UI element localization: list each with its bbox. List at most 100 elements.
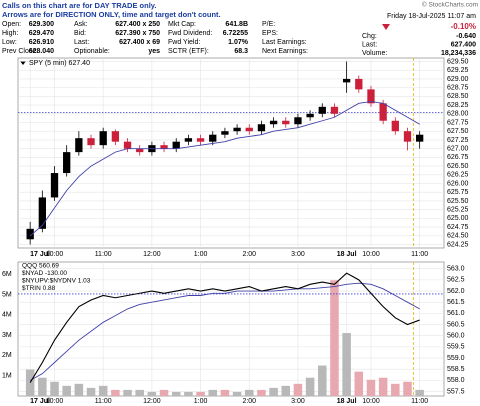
candle-body [50,173,59,198]
x-tick-label: 11:00 [411,251,428,258]
quote-label: Low: [2,39,17,46]
quote-label: Bid: [74,30,86,37]
date: Friday 18-Jul-2025 11:07 am [387,13,476,20]
x-tick-label: 1:00 [194,251,208,258]
volume-bar [25,369,35,396]
quote-value: 641.8B [225,21,248,28]
legend: $NYAD -130.00 [22,270,67,277]
quote-label: Fwd Yield: [168,39,200,46]
candle-body [75,138,83,153]
y-tick-label: 627.75 [447,119,469,126]
x-tick-label: 18 Jul [337,398,357,405]
summary-value: 18,234,336 [441,50,476,57]
ma-line [29,101,420,237]
y-tick-label: 562.0 [447,288,465,295]
y-tick-label: 629.25 [447,67,469,74]
y-tick-label: 625.75 [447,189,469,196]
x-tick-label: 10:00 [46,251,64,258]
x-tick-label: 3:00 [291,398,305,405]
candle-body [196,138,205,142]
quote-label: Prev Close: [2,48,38,55]
candle-body [87,138,95,146]
candle-body [257,124,266,132]
summary-label: Volume: [362,50,387,57]
candle-body [294,117,302,125]
volume-tick-label: 5M [2,291,12,298]
quote-label: Next Earnings: [262,48,308,55]
legend-icon [20,61,26,65]
volume-bar [196,391,205,396]
candle-body [136,148,144,153]
volume-bar [184,391,193,396]
quote-value: 629.470 [29,30,54,37]
quote-value: 627.400 x 69 [119,39,160,46]
legend: QQQ 560.69 [22,263,59,270]
volume-tick-label: 1M [2,373,12,380]
x-tick-label: 11:00 [95,398,112,405]
y-tick-label: 557.5 [447,388,465,395]
y-tick-label: 627.00 [447,145,469,152]
volume-bar [293,383,303,396]
volume-bar [318,365,327,396]
y-tick-label: 559.5 [447,344,465,351]
price-frame [17,57,445,249]
volume-bar [147,391,157,396]
volume-tick-label: 4M [2,312,12,319]
candle-body [233,127,241,132]
x-tick-label: 3:00 [291,251,305,258]
y-tick-label: 629.50 [447,58,469,65]
x-tick-label: 17 Jul [30,251,50,258]
y-tick-label: 628.50 [447,93,469,100]
candle-body [391,120,399,132]
summary-value: 627.400 [451,41,476,48]
candle-body [221,131,229,135]
y-tick-label: 561.5 [447,299,465,306]
quote-value: 629.300 [29,21,54,28]
x-tick-label: 10:00 [46,398,64,405]
y-tick-label: 560.0 [447,333,465,340]
volume-tick-label: 2M [2,352,12,359]
quote-label: SCTR (ETF): [168,48,209,55]
volume-bar [135,389,144,396]
x-tick-label: 10:00 [362,251,380,258]
candle-body [63,152,71,174]
candle-body [99,131,107,146]
quote-label: EPS: [262,30,278,37]
volume-bar [257,389,266,396]
legend: SPY (5 min) 627.40 [29,60,90,67]
volume-bar [366,379,376,396]
candle-body [367,89,375,104]
quote-value: 626.910 [29,39,54,46]
candle-body [269,120,278,125]
volume-bar [159,389,169,396]
y-tick-label: 629.00 [447,76,469,83]
y-tick-label: 625.00 [447,215,469,222]
down-arrow [382,24,390,30]
summary-label: Chg: [362,33,377,40]
y-tick-label: 558.0 [447,377,465,384]
volume-bar [232,391,242,396]
quote-label: Fwd Dividend: [168,30,212,37]
volume-bar [220,389,230,396]
y-tick-label: 560.5 [447,321,465,328]
close-line [29,272,420,383]
candle-body [209,134,217,142]
change-pct: -0.10% [451,22,476,31]
volume-bar [244,389,254,396]
quote-label: Optionable: [74,48,110,55]
quote-label: P/E: [262,21,275,28]
quote-label: Last Earnings: [262,39,307,46]
y-tick-label: 626.50 [447,163,469,170]
y-tick-label: 624.50 [447,233,469,240]
note: Arrows are for DIRECTION ONLY, time and … [2,10,221,19]
volume-tick-label: 6M [2,271,12,278]
y-tick-label: 559.0 [447,355,465,362]
x-tick-label: 11:00 [411,398,428,405]
x-tick-label: 11:00 [95,251,112,258]
quote-value: 627.400 x 250 [115,21,160,28]
volume-bar [415,389,424,396]
x-tick-label: 2:00 [242,398,256,405]
quote-label: Open: [2,21,21,28]
x-tick-label: 17 Jul [30,398,50,405]
